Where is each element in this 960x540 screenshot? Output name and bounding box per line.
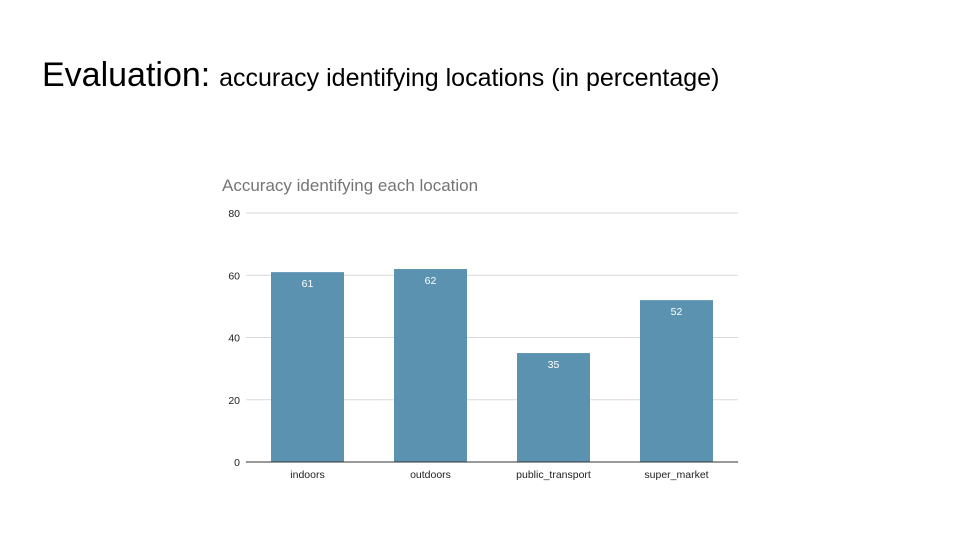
x-category-label-public_transport: public_transport <box>516 469 591 481</box>
bar-chart: Accuracy identifying each location 0 20 40… <box>200 160 760 500</box>
y-tick-label-20: 20 <box>228 395 240 407</box>
bar-super_market <box>640 300 713 462</box>
bars: 61 62 35 52 <box>271 269 713 462</box>
y-tick-label-80: 80 <box>228 208 240 220</box>
bar-indoors <box>271 272 344 462</box>
slide-title: Evaluation: accuracy identifying locatio… <box>42 56 719 95</box>
data-label-super_market: 52 <box>671 306 683 318</box>
y-axis-ticks: 0 20 40 60 80 <box>228 208 240 469</box>
bar-public_transport <box>517 353 590 462</box>
slide-title-main: Evaluation: <box>42 56 211 94</box>
slide-title-subtitle: accuracy identifying locations (in perce… <box>219 64 720 92</box>
y-tick-label-40: 40 <box>228 333 240 345</box>
y-tick-label-0: 0 <box>234 457 240 469</box>
data-label-public_transport: 35 <box>548 359 560 371</box>
y-tick-label-60: 60 <box>228 270 240 282</box>
x-category-label-super_market: super_market <box>644 469 708 481</box>
x-category-label-indoors: indoors <box>290 469 324 481</box>
chart-svg: Accuracy identifying each location 0 20 40… <box>222 176 738 481</box>
chart-title: Accuracy identifying each location <box>222 176 478 195</box>
x-category-label-outdoors: outdoors <box>410 469 451 481</box>
bar-outdoors <box>394 269 467 462</box>
x-axis-labels: indoors outdoors public_transport super_mar… <box>290 469 708 481</box>
data-label-indoors: 61 <box>302 278 314 290</box>
data-label-outdoors: 62 <box>425 275 437 287</box>
